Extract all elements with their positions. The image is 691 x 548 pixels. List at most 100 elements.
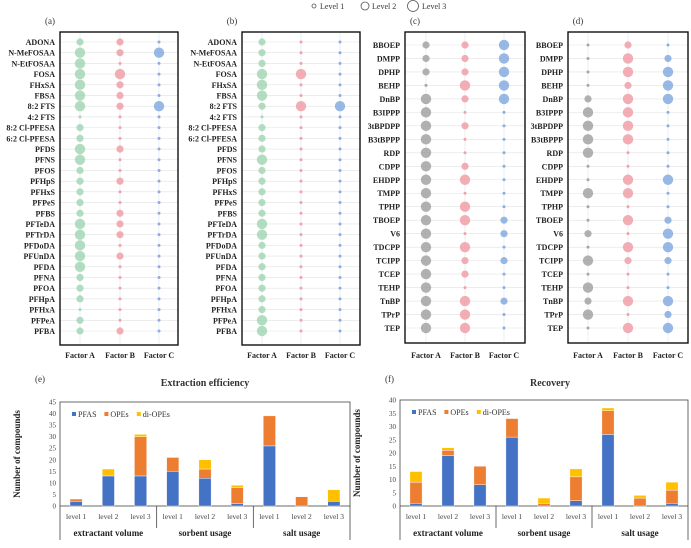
factor-label: Factor A	[411, 351, 441, 360]
compound-label: TCIPP	[376, 257, 400, 266]
bubble-factor-a	[258, 305, 266, 314]
bar-opes	[601, 410, 615, 435]
compound-label: PFPeA	[213, 316, 237, 325]
bubble-factor-c	[338, 179, 342, 183]
bubble-factor-b	[459, 295, 471, 307]
bubble-factor-b	[459, 80, 471, 91]
factor-label: Factor A	[573, 351, 603, 360]
bubble-factor-b	[622, 134, 634, 145]
bubble-factor-c	[157, 308, 161, 312]
x-tick-label: level 3	[566, 512, 586, 521]
bar-pfas	[102, 475, 115, 507]
bubble-factor-c	[664, 54, 672, 63]
bubble-factor-a	[420, 255, 432, 266]
x-tick-label: level 2	[292, 512, 312, 521]
compound-label: 8:2 Cl-PFESA	[6, 124, 55, 133]
bar-opes	[569, 476, 583, 501]
bubble-factor-c	[502, 191, 506, 195]
factor-label: Factor C	[144, 351, 175, 360]
factor-label: Factor C	[325, 351, 356, 360]
bubble-factor-a	[256, 218, 268, 230]
panel-label: (d)	[573, 16, 584, 26]
panel-label: (f)	[385, 374, 394, 384]
bubble-factor-c	[157, 168, 161, 172]
y-axis-label: Number of compounds	[12, 410, 22, 498]
bar-pfas	[134, 475, 147, 507]
x-tick-label: level 3	[662, 512, 682, 521]
compound-label: PFHpA	[29, 295, 55, 304]
bubble-factor-c	[157, 233, 161, 237]
y-tick-label: 40	[49, 410, 57, 418]
compound-label: FBSA	[35, 92, 56, 101]
bubble-factor-c	[666, 43, 670, 47]
compound-label: TPrP	[381, 311, 400, 320]
bubble-factor-c	[157, 40, 161, 44]
legend-label: OPEs	[450, 408, 468, 417]
compound-label: PFBA	[34, 327, 55, 336]
compound-label: N-MeFOSAA	[8, 49, 55, 58]
bubble-factor-b	[299, 222, 303, 226]
bubble-panel-d: (d) BBOEP DMPP DPHP BEHP DnBP B3IPPP 3tBPDPP B3t…	[531, 16, 689, 360]
bubble-factor-c	[338, 201, 342, 205]
compound-label: FHxSA	[30, 81, 56, 90]
bubble-factor-a	[420, 107, 432, 118]
bubble-factor-a	[420, 268, 432, 280]
compound-label: DnBP	[543, 95, 564, 104]
group-label: extractant volume	[413, 528, 483, 538]
bar-opes	[166, 457, 180, 472]
compound-label: B3tBPPP	[368, 135, 400, 144]
bubble-factor-c	[500, 297, 508, 305]
bubble-factor-b	[118, 115, 122, 119]
bubble-factor-b	[299, 265, 303, 269]
compound-label: PFOA	[33, 284, 55, 293]
bubble-factor-c	[662, 174, 674, 185]
bubble-factor-c	[157, 286, 161, 290]
bubble-factor-a	[420, 241, 432, 253]
legend-swatch-pfas	[412, 410, 416, 414]
bubble-factor-b	[463, 232, 467, 236]
plot-frame	[567, 31, 689, 344]
bubble-factor-a	[76, 134, 84, 142]
y-tick-label: 20	[389, 450, 397, 458]
bubble-factor-c	[666, 110, 670, 114]
bubble-factor-b	[459, 241, 471, 253]
compound-label: ADONA	[208, 38, 238, 47]
compound-label: PFPeS	[32, 199, 55, 208]
bubble-factor-b	[626, 313, 630, 317]
bubble-factor-b	[116, 38, 124, 46]
bubble-factor-a	[420, 322, 432, 334]
bubble-factor-a	[586, 205, 590, 209]
bubble-factor-b	[463, 110, 467, 114]
compound-label: B3IPPP	[536, 108, 563, 117]
bubble-factor-c	[666, 286, 670, 290]
y-tick-label: 20	[49, 456, 57, 464]
bubble-factor-b	[118, 126, 122, 130]
bubble-factor-c	[666, 124, 670, 128]
bubble-factor-a	[422, 68, 430, 76]
bubble-factor-a	[586, 178, 590, 182]
legend-swatch-di-opes	[476, 410, 481, 414]
legend-level3-label: Level 3	[422, 2, 446, 11]
legend-level2-label: Level 2	[372, 2, 396, 11]
compound-label: BEHP	[378, 81, 400, 90]
group-label: salt usage	[283, 528, 320, 538]
compound-label: TnBP	[380, 297, 400, 306]
bubble-factor-a	[76, 166, 84, 175]
bubble-factor-c	[157, 318, 161, 322]
bubble-factor-b	[116, 231, 124, 239]
y-tick-label: 15	[49, 468, 57, 476]
group-label: salt usage	[621, 528, 658, 538]
bubble-factor-a	[74, 101, 86, 112]
bubble-factor-a	[582, 188, 594, 199]
legend-swatch-opes	[444, 410, 449, 414]
compound-label: PFBS	[35, 209, 55, 218]
bubble-factor-b	[299, 61, 303, 65]
bubble-factor-a	[76, 124, 84, 132]
bubble-factor-c	[157, 222, 161, 226]
compound-label: DnBP	[380, 95, 401, 104]
bubble-factor-a	[258, 252, 266, 260]
bubble-factor-a	[586, 164, 590, 168]
compound-label: RDP	[547, 149, 564, 158]
bubble-factor-c	[338, 243, 342, 247]
bar-pfas	[198, 478, 212, 507]
